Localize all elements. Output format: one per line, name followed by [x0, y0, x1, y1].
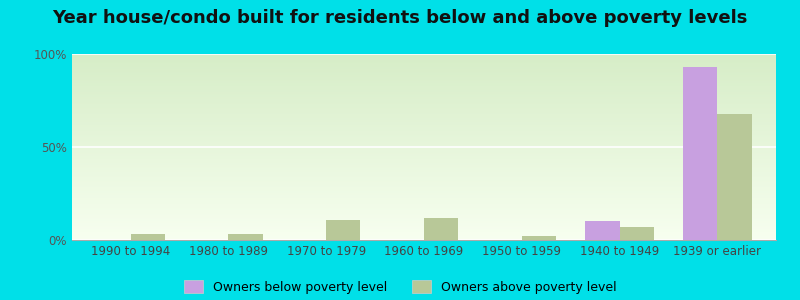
- Legend: Owners below poverty level, Owners above poverty level: Owners below poverty level, Owners above…: [184, 280, 616, 294]
- Bar: [229, 234, 262, 240]
- Bar: [326, 220, 361, 240]
- Bar: [718, 113, 751, 240]
- Bar: [522, 236, 556, 240]
- Bar: [683, 67, 718, 240]
- Bar: [424, 218, 458, 240]
- Bar: [586, 221, 619, 240]
- Text: Year house/condo built for residents below and above poverty levels: Year house/condo built for residents bel…: [52, 9, 748, 27]
- Bar: [130, 234, 165, 240]
- Bar: [619, 227, 654, 240]
